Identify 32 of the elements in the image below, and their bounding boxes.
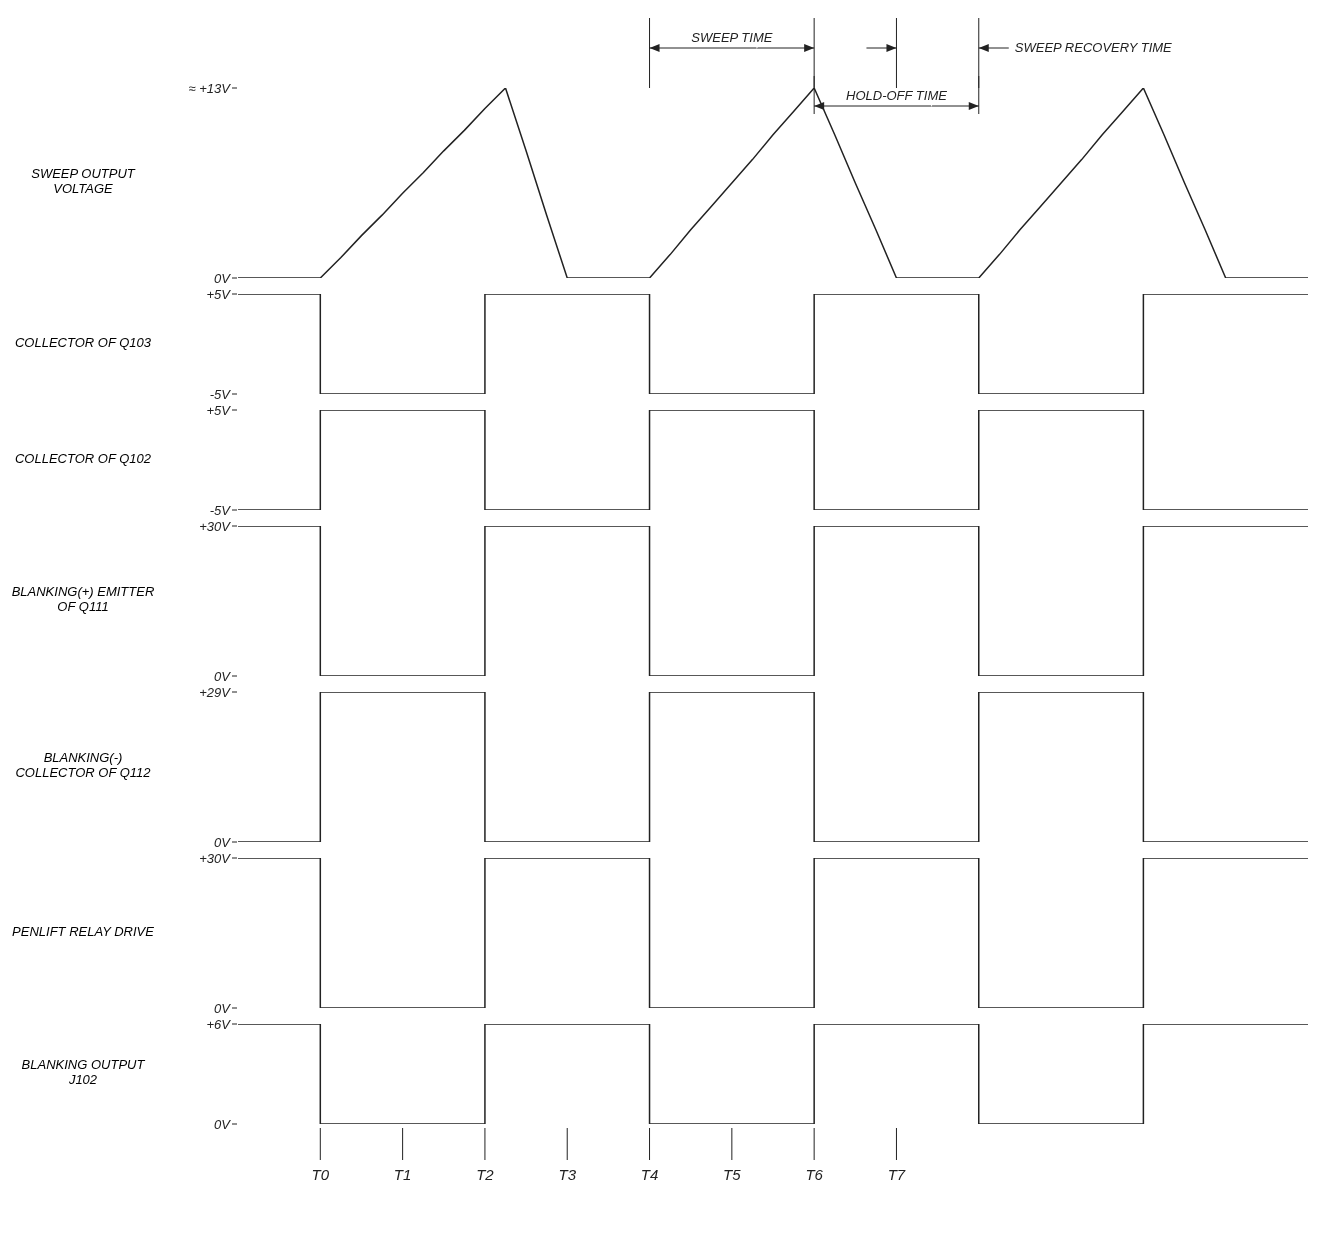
y-tick-label: -5V [209, 386, 232, 402]
y-tick-label: ≈ +13V [188, 80, 232, 96]
y-tick-label: +30V [199, 850, 232, 866]
y-axis-title: COLLECTOR OF Q103 [13, 334, 153, 350]
y-axis-title: BLANKING OUTPUT J102 [20, 1057, 146, 1089]
y-tick-label: 0V [214, 1000, 232, 1016]
text: SWEEP TIME [691, 30, 773, 45]
y-tick-label: 0V [214, 834, 232, 850]
x-tick-label: T5 [723, 1166, 742, 1183]
x-tick-label: T6 [805, 1166, 824, 1183]
y-axis-title: PENLIFT RELAY DRIVE [11, 923, 155, 939]
y-axis-title: BLANKING(+) EMITTER OF Q111 [10, 584, 156, 614]
y-tick-label: 0V [214, 668, 232, 684]
y-tick-label: 0V [214, 1116, 232, 1132]
y-tick-label: +5V [206, 286, 232, 302]
y-tick-label: +29V [199, 684, 232, 700]
y-axis-title: SWEEP OUTPUT VOLTAGE [30, 165, 137, 196]
x-tick-label: T4 [640, 1166, 659, 1183]
x-tick-label: T7 [887, 1166, 906, 1183]
x-tick-label: T2 [476, 1166, 495, 1183]
y-tick-label: +5V [206, 402, 232, 418]
x-tick-label: T0 [311, 1166, 330, 1183]
y-axis-title: BLANKING(-) COLLECTOR OF Q112 [14, 750, 152, 780]
y-tick-label: +30V [199, 518, 232, 534]
y-tick-label: -5V [209, 502, 232, 518]
text: SWEEP RECOVERY TIME [1014, 40, 1173, 55]
annotation: HOLD-OFF TIME [846, 88, 948, 103]
y-tick-label: +6V [206, 1016, 232, 1032]
y-tick-label: 0V [214, 270, 232, 286]
x-tick-label: T3 [558, 1166, 577, 1183]
y-axis-title: COLLECTOR OF Q102 [13, 450, 153, 466]
x-tick-label: T1 [393, 1166, 412, 1183]
